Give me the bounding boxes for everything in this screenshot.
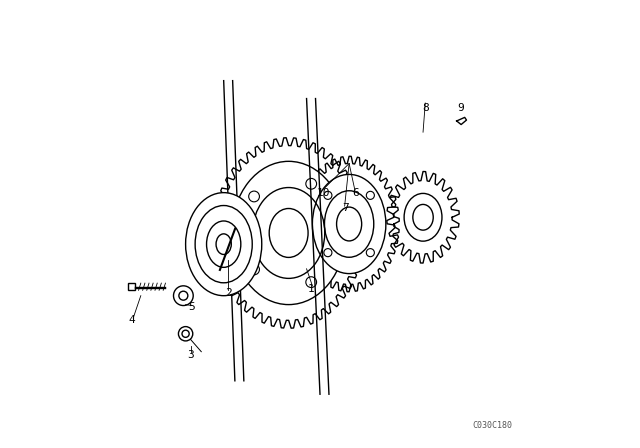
Ellipse shape [404, 194, 442, 241]
Text: 6: 6 [353, 188, 359, 198]
Text: 5: 5 [188, 302, 195, 312]
Polygon shape [457, 117, 467, 125]
Text: C030C180: C030C180 [473, 421, 513, 430]
Ellipse shape [312, 174, 386, 274]
Text: 1: 1 [308, 284, 314, 294]
Ellipse shape [179, 327, 193, 341]
Polygon shape [128, 283, 136, 290]
Ellipse shape [173, 286, 193, 306]
Text: 2: 2 [225, 289, 232, 298]
Ellipse shape [186, 193, 262, 296]
Ellipse shape [232, 161, 346, 305]
Text: 9: 9 [458, 103, 465, 112]
Text: 10: 10 [317, 188, 330, 198]
Text: 8: 8 [422, 103, 429, 112]
Text: 3: 3 [188, 350, 195, 360]
Text: 4: 4 [129, 315, 135, 325]
Text: 7: 7 [342, 203, 349, 213]
